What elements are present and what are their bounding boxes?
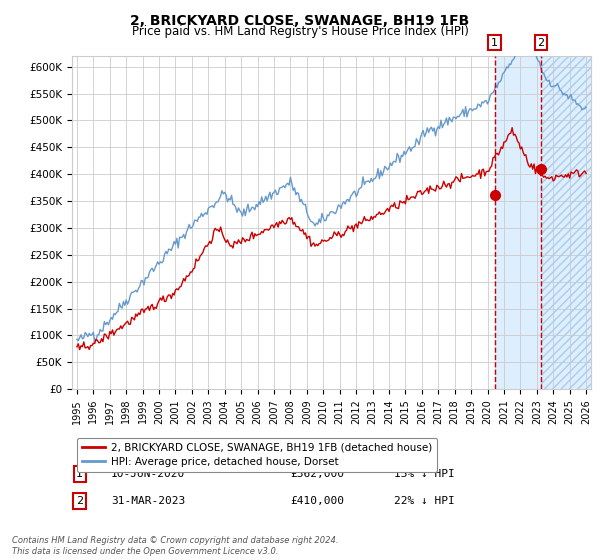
Text: £362,000: £362,000 [290,469,344,479]
Text: 10-JUN-2020: 10-JUN-2020 [111,469,185,479]
Text: 31-MAR-2023: 31-MAR-2023 [111,496,185,506]
Text: 2: 2 [538,38,544,48]
Text: 1: 1 [491,38,498,48]
Bar [495,56,591,389]
Text: £410,000: £410,000 [290,496,344,506]
Text: 22% ↓ HPI: 22% ↓ HPI [394,496,455,506]
Legend: 2, BRICKYARD CLOSE, SWANAGE, BH19 1FB (detached house), HPI: Average price, deta: 2, BRICKYARD CLOSE, SWANAGE, BH19 1FB (d… [77,438,437,472]
Text: 15% ↓ HPI: 15% ↓ HPI [394,469,455,479]
Text: 2, BRICKYARD CLOSE, SWANAGE, BH19 1FB: 2, BRICKYARD CLOSE, SWANAGE, BH19 1FB [130,14,470,28]
Text: Price paid vs. HM Land Registry's House Price Index (HPI): Price paid vs. HM Land Registry's House … [131,25,469,38]
Text: 1: 1 [76,469,83,479]
Text: 2: 2 [76,496,83,506]
Text: Contains HM Land Registry data © Crown copyright and database right 2024.
This d: Contains HM Land Registry data © Crown c… [12,536,338,556]
Bar [541,56,591,389]
